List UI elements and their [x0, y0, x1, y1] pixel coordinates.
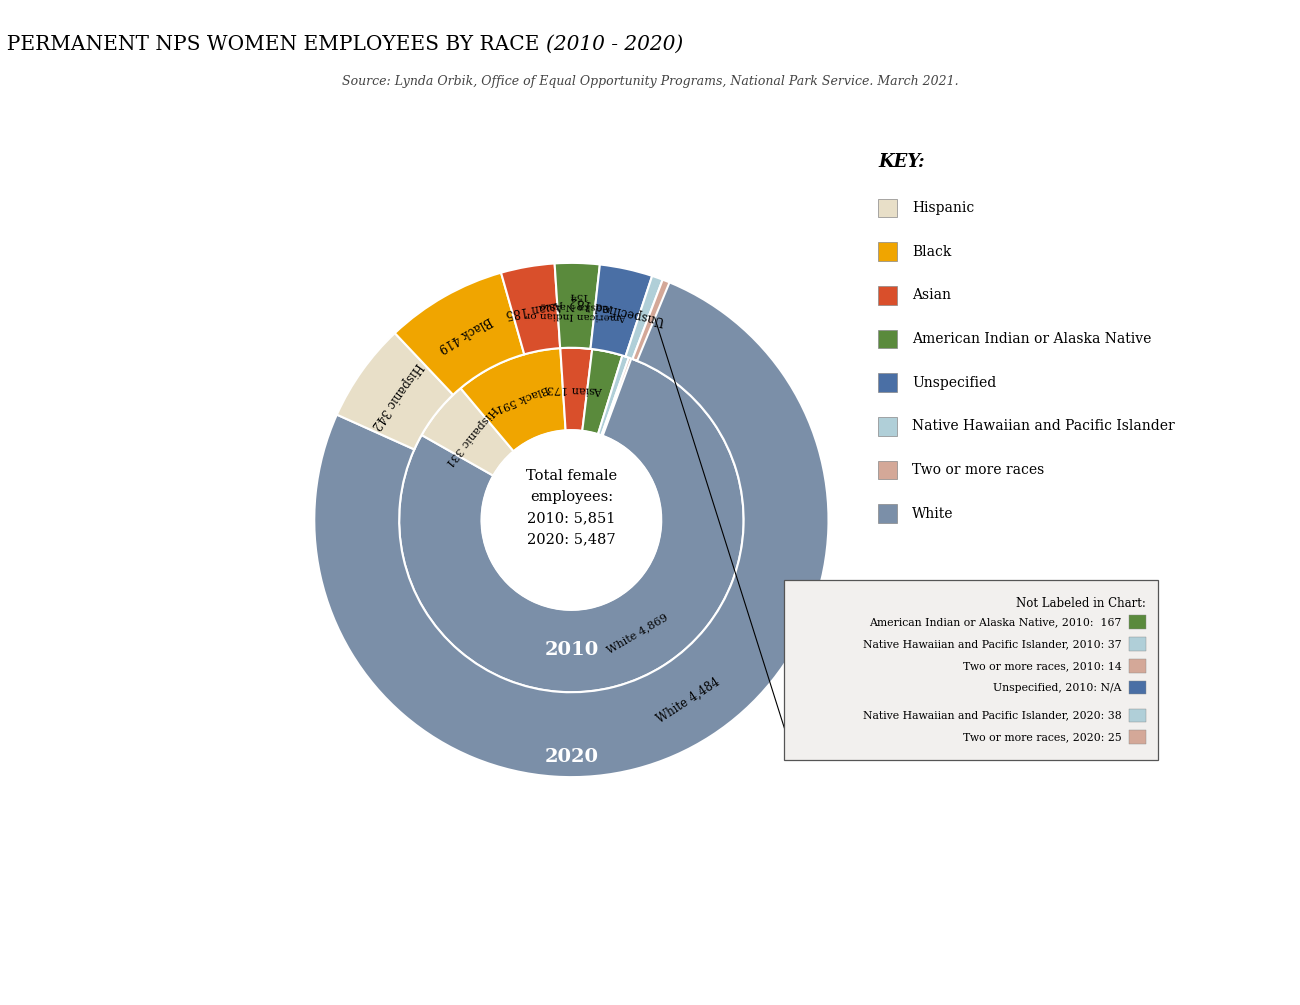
Text: Hispanic 331: Hispanic 331 [443, 404, 498, 468]
Wedge shape [582, 349, 623, 434]
Wedge shape [337, 333, 454, 449]
Text: Hispanic 342: Hispanic 342 [368, 360, 425, 431]
Text: Total female
employees:
2010: 5,851
2020: 5,487: Total female employees: 2010: 5,851 2020… [525, 468, 618, 547]
Text: (2010 - 2020): (2010 - 2020) [546, 35, 684, 54]
Wedge shape [395, 272, 524, 395]
Text: Not Labeled in Chart:: Not Labeled in Chart: [1015, 597, 1145, 610]
Text: American Indian or
Alaska Native
154: American Indian or Alaska Native 154 [525, 289, 628, 322]
Text: Native Hawaiian and Pacific Islander, 2010: 37: Native Hawaiian and Pacific Islander, 20… [863, 639, 1122, 649]
Text: Unspecified: Unspecified [913, 376, 996, 390]
Text: TOTAL PERMANENT NPS WOMEN EMPLOYEES BY RACE: TOTAL PERMANENT NPS WOMEN EMPLOYEES BY R… [0, 35, 546, 54]
Bar [1130, 709, 1145, 723]
Text: Black 419: Black 419 [437, 314, 494, 354]
Text: KEY:: KEY: [879, 153, 926, 171]
Bar [879, 286, 897, 305]
Text: Source: Lynda Orbik, Office of Equal Opportunity Programs, National Park Service: Source: Lynda Orbik, Office of Equal Opp… [342, 75, 958, 88]
Bar [1130, 637, 1145, 651]
Text: Two or more races: Two or more races [913, 463, 1044, 477]
Text: Asian 173: Asian 173 [547, 383, 603, 395]
Circle shape [481, 430, 662, 610]
Text: Black 591: Black 591 [495, 383, 550, 413]
Bar [879, 460, 897, 479]
Wedge shape [399, 348, 744, 692]
Wedge shape [590, 264, 653, 357]
Text: White 4,484: White 4,484 [654, 675, 722, 726]
Bar [1130, 659, 1145, 672]
Wedge shape [633, 279, 670, 361]
Wedge shape [315, 263, 828, 777]
Wedge shape [560, 348, 593, 431]
Text: Asian: Asian [913, 288, 952, 303]
Text: Unspecified, 2010: N/A: Unspecified, 2010: N/A [993, 682, 1122, 692]
Wedge shape [421, 388, 514, 475]
Text: American Indian or Alaska Native: American Indian or Alaska Native [913, 332, 1152, 346]
Text: White: White [913, 507, 954, 521]
Text: American Indian or Alaska Native, 2010:  167: American Indian or Alaska Native, 2010: … [870, 617, 1122, 627]
Bar [879, 417, 897, 436]
Text: Asian 185: Asian 185 [504, 297, 566, 320]
Text: Hispanic: Hispanic [913, 201, 975, 215]
Text: Native Hawaiian and Pacific Islander, 2020: 38: Native Hawaiian and Pacific Islander, 20… [863, 711, 1122, 721]
Wedge shape [625, 276, 663, 359]
FancyBboxPatch shape [784, 580, 1158, 760]
Text: Two or more races, 2010: 14: Two or more races, 2010: 14 [963, 661, 1122, 670]
Bar [879, 330, 897, 349]
Text: Native Hawaiian and Pacific Islander: Native Hawaiian and Pacific Islander [913, 419, 1175, 433]
Text: Black: Black [913, 244, 952, 258]
Wedge shape [460, 348, 566, 451]
Bar [1130, 731, 1145, 744]
Text: Two or more races, 2020: 25: Two or more races, 2020: 25 [963, 733, 1122, 742]
Text: 2020: 2020 [545, 748, 598, 766]
Bar [879, 505, 897, 524]
Wedge shape [602, 358, 632, 436]
Wedge shape [555, 263, 599, 349]
Bar [879, 199, 897, 217]
Bar [1130, 680, 1145, 694]
Wedge shape [598, 356, 629, 435]
Text: 2010: 2010 [545, 641, 598, 659]
Bar [879, 373, 897, 392]
Bar [1130, 615, 1145, 629]
Bar [879, 242, 897, 261]
Text: Unspecified 182: Unspecified 182 [568, 293, 666, 327]
Wedge shape [500, 263, 560, 355]
Text: White 4,869: White 4,869 [604, 612, 670, 655]
